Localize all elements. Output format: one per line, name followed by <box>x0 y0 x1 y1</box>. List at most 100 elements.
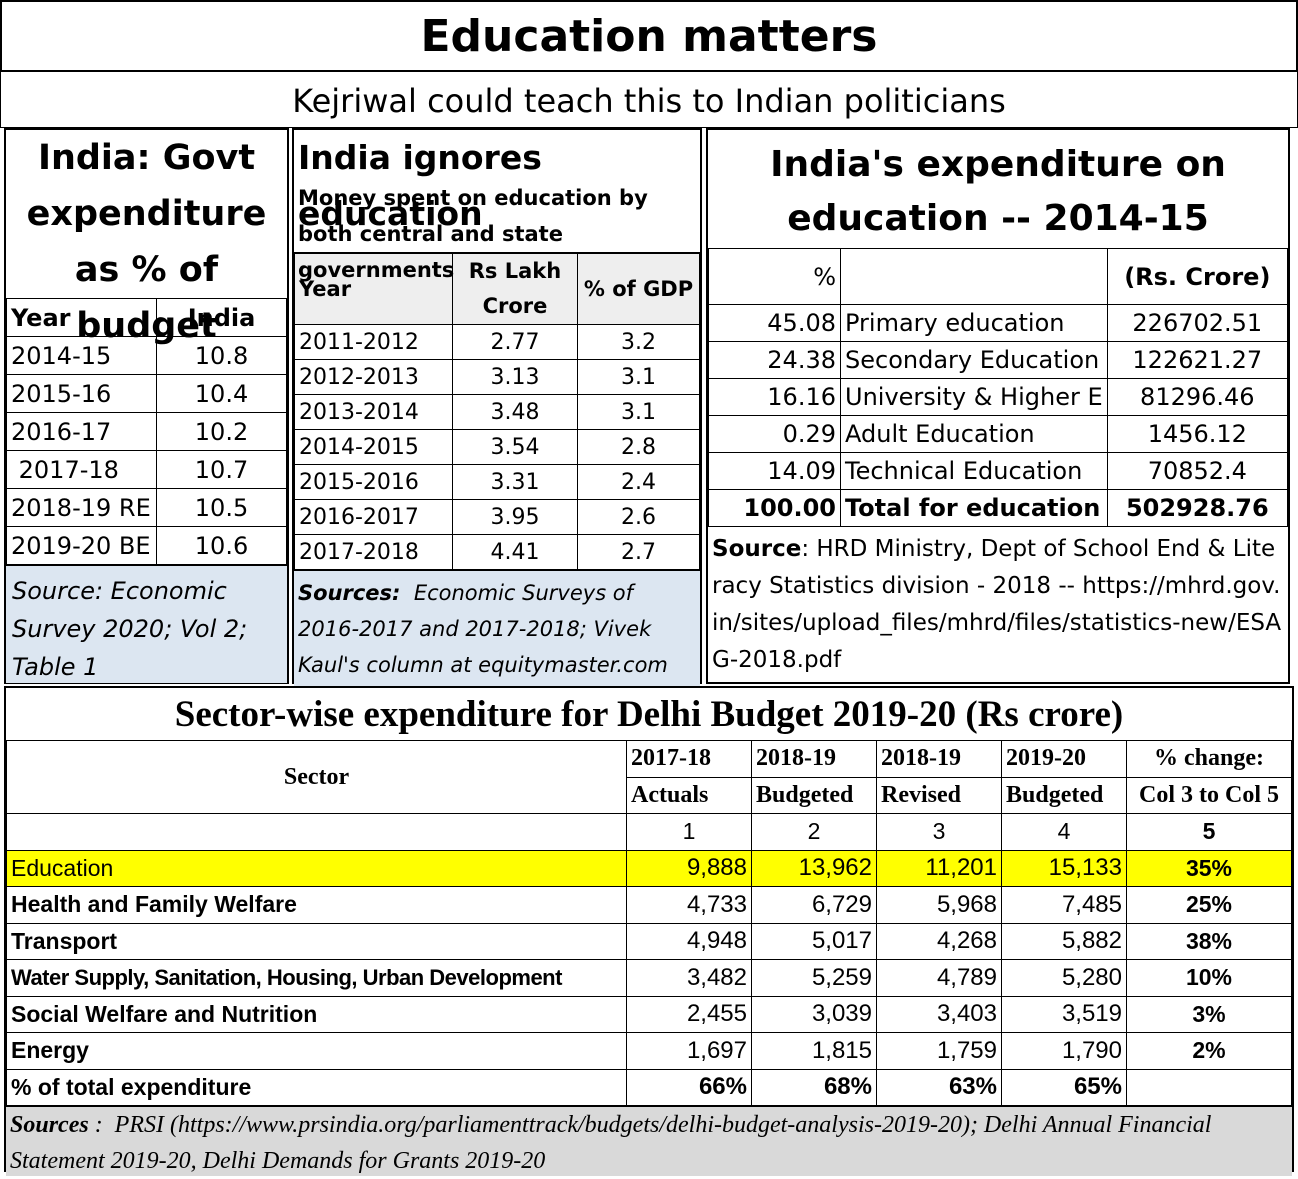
value-cell: 2.6 <box>578 500 700 535</box>
change-cell: 35% <box>1127 850 1292 887</box>
total-cell: 63% <box>877 1069 1002 1106</box>
column-header: 2018-19 <box>752 741 877 778</box>
percent-cell: 45.08 <box>709 305 841 342</box>
sector-cell: Health and Family Welfare <box>7 887 627 924</box>
table-header-row: Sector 2017-18 2018-19 2018-19 2019-20 %… <box>7 741 1292 778</box>
value-cell: 2.4 <box>578 465 700 500</box>
table-row: 2015-16 10.4 <box>7 375 287 413</box>
education-spending-table: Year Rs Lakh Crore % of GDP 2011-2012 2.7… <box>294 253 700 570</box>
column-header: 2017-18 <box>627 741 752 778</box>
table-row: Transport 4,948 5,017 4,268 5,882 38% <box>7 923 1292 960</box>
column-number: 3 <box>877 814 1002 851</box>
year-cell: 2016-17 <box>7 413 157 451</box>
source-text: : PRSI (https://www.prsindia.org/parliam… <box>10 1112 1217 1174</box>
year-cell: 2012-2013 <box>295 360 453 395</box>
value-cell: 3,519 <box>1002 996 1127 1033</box>
value-cell: 1,759 <box>877 1033 1002 1070</box>
table-row: Health and Family Welfare 4,733 6,729 5,… <box>7 887 1292 924</box>
value-cell: 13,962 <box>752 850 877 887</box>
panel1-title-line: expenditure <box>6 186 287 242</box>
value-cell: 4,948 <box>627 923 752 960</box>
govt-expenditure-panel: India: Govt expenditure as % of budget Y… <box>4 128 289 684</box>
category-cell: Adult Education <box>841 416 1108 453</box>
education-breakdown-table: % (Rs. Crore) 45.08 Primary education 2267… <box>708 248 1288 527</box>
panel4-source: Sources : PRSI (https://www.prsindia.org… <box>6 1106 1292 1176</box>
column-header: Rs Lakh Crore <box>453 254 578 325</box>
percent-cell: 14.09 <box>709 453 841 490</box>
column-number-row: 1 2 3 4 5 <box>7 814 1292 851</box>
value-cell: 10.4 <box>157 375 287 413</box>
column-subheader: Col 3 to Col 5 <box>1127 777 1292 814</box>
value-cell: 3.1 <box>578 395 700 430</box>
value-cell: 5,882 <box>1002 923 1127 960</box>
change-cell: 38% <box>1127 923 1292 960</box>
value-cell: 2.8 <box>578 430 700 465</box>
column-number: 5 <box>1127 814 1292 851</box>
value-cell: 11,201 <box>877 850 1002 887</box>
category-cell: Technical Education <box>841 453 1108 490</box>
year-cell: 2017-2018 <box>295 535 453 570</box>
category-cell: Primary education <box>841 305 1108 342</box>
year-cell: 2014-2015 <box>295 430 453 465</box>
table-row: 0.29 Adult Education 1456.12 <box>709 416 1288 453</box>
amount-cell: 226702.51 <box>1107 305 1287 342</box>
value-cell: 3,039 <box>752 996 877 1033</box>
education-expenditure-2014-panel: India's expenditure on education -- 2014… <box>706 128 1290 684</box>
table-row: Education 9,888 13,962 11,201 15,133 35% <box>7 850 1292 887</box>
value-cell: 3.31 <box>453 465 578 500</box>
amount-cell: 122621.27 <box>1107 342 1287 379</box>
panel2-source: Sources: Economic Surveys of 2016-2017 a… <box>294 570 700 686</box>
value-cell: 6,729 <box>752 887 877 924</box>
panel3-title-line: India's expenditure on <box>708 138 1288 192</box>
year-cell: 2018-19 RE <box>7 489 157 527</box>
panel4-title: Sector-wise expenditure for Delhi Budget… <box>6 688 1292 740</box>
value-cell: 5,259 <box>752 960 877 997</box>
column-header: % of GDP <box>578 254 700 325</box>
column-subheader: Budgeted <box>752 777 877 814</box>
sector-header: Sector <box>7 741 627 814</box>
year-cell: 2013-2014 <box>295 395 453 430</box>
panel1-source: Source: Economic Survey 2020; Vol 2; Tab… <box>6 565 287 683</box>
year-cell: 2019-20 BE <box>7 527 157 565</box>
value-cell: 3.54 <box>453 430 578 465</box>
delhi-budget-panel: Sector-wise expenditure for Delhi Budget… <box>4 686 1294 1172</box>
table-row: 16.16 University & Higher E 81296.46 <box>709 379 1288 416</box>
table-row: 2011-2012 2.77 3.2 <box>295 325 700 360</box>
value-cell: 3.13 <box>453 360 578 395</box>
year-cell: 2016-2017 <box>295 500 453 535</box>
value-cell: 1,815 <box>752 1033 877 1070</box>
year-cell: 2015-2016 <box>295 465 453 500</box>
total-row: 100.00 Total for education 502928.76 <box>709 490 1288 527</box>
percent-cell: 100.00 <box>709 490 841 527</box>
year-cell: 2017-18 <box>7 451 157 489</box>
column-number: 4 <box>1002 814 1127 851</box>
table-row: Energy 1,697 1,815 1,759 1,790 2% <box>7 1033 1292 1070</box>
value-cell: 10.6 <box>157 527 287 565</box>
table-row: 2015-2016 3.31 2.4 <box>295 465 700 500</box>
table-row: 14.09 Technical Education 70852.4 <box>709 453 1288 490</box>
sector-cell: Water Supply, Sanitation, Housing, Urban… <box>7 960 627 997</box>
panel2-subtitle: Money spent on education by both central… <box>294 180 700 253</box>
value-cell: 15,133 <box>1002 850 1127 887</box>
year-cell: 2011-2012 <box>295 325 453 360</box>
empty-cell <box>1127 1069 1292 1106</box>
value-cell: 2,455 <box>627 996 752 1033</box>
total-row: % of total expenditure 66% 68% 63% 65% <box>7 1069 1292 1106</box>
column-subheader: Budgeted <box>1002 777 1127 814</box>
page-subtitle: Kejriwal could teach this to Indian poli… <box>0 72 1298 128</box>
empty-cell <box>7 814 627 851</box>
table-row: 2013-2014 3.48 3.1 <box>295 395 700 430</box>
value-cell: 4,268 <box>877 923 1002 960</box>
panel3-title-line: education -- 2014-15 <box>708 192 1288 246</box>
table-row: 24.38 Secondary Education 122621.27 <box>709 342 1288 379</box>
value-cell: 3.1 <box>578 360 700 395</box>
delhi-budget-table: Sector 2017-18 2018-19 2018-19 2019-20 %… <box>6 740 1292 1106</box>
table-header-row: % (Rs. Crore) <box>709 249 1288 305</box>
table-row: 2017-18 10.7 <box>7 451 287 489</box>
table-row: 2016-17 10.2 <box>7 413 287 451</box>
change-cell: 2% <box>1127 1033 1292 1070</box>
category-cell: Secondary Education <box>841 342 1108 379</box>
category-cell: University & Higher E <box>841 379 1108 416</box>
value-cell: 10.5 <box>157 489 287 527</box>
table-row: 2014-2015 3.54 2.8 <box>295 430 700 465</box>
